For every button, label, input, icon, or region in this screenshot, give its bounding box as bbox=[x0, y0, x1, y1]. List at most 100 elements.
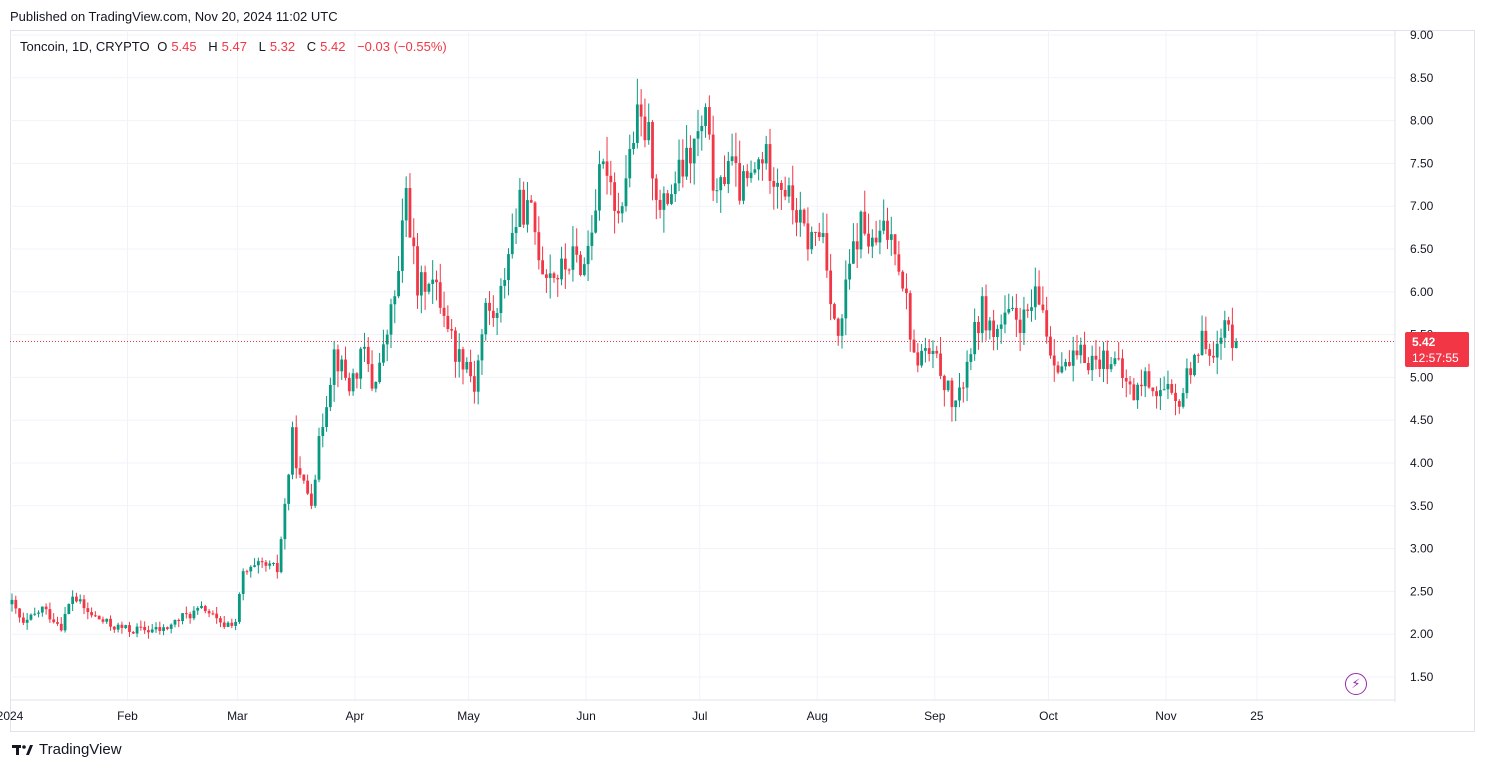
candle-body bbox=[1155, 391, 1158, 397]
candle-body bbox=[1200, 330, 1204, 355]
candle-body bbox=[859, 211, 863, 250]
lightning-icon[interactable]: ⚡ bbox=[1345, 673, 1367, 695]
candle-body bbox=[647, 122, 651, 141]
candle-body bbox=[798, 209, 802, 223]
candle-body bbox=[317, 436, 321, 480]
candle-body bbox=[336, 349, 340, 372]
y-tick-label: 3.00 bbox=[1410, 542, 1434, 556]
time-axis: 2024 Feb Mar Apr May Jun Jul Aug Sep Oct Nov 25 bbox=[0, 699, 1395, 723]
y-tick-label: 8.50 bbox=[1410, 71, 1434, 85]
y-tick-label: 1.50 bbox=[1410, 670, 1434, 684]
candle-body bbox=[112, 626, 116, 630]
candle-body bbox=[1215, 343, 1219, 358]
candle-body bbox=[154, 627, 158, 630]
candle-body bbox=[715, 190, 719, 192]
candle-body bbox=[272, 562, 275, 564]
candle-body bbox=[78, 599, 82, 602]
candle-body bbox=[617, 210, 620, 214]
x-tick-label: Feb bbox=[117, 709, 138, 723]
candle-body bbox=[999, 324, 1003, 329]
candle-body bbox=[723, 177, 726, 185]
candle-body bbox=[484, 302, 488, 335]
candle-body bbox=[1181, 393, 1185, 407]
candle-body bbox=[139, 626, 143, 628]
candle-body bbox=[416, 246, 419, 296]
candle-body bbox=[253, 565, 256, 567]
candle-body bbox=[192, 610, 196, 619]
candle-body bbox=[1109, 364, 1113, 370]
bar-countdown: 12:57:55 bbox=[1412, 351, 1459, 365]
candle-body bbox=[863, 211, 867, 234]
candle-body bbox=[696, 131, 700, 139]
candle-body bbox=[927, 348, 931, 354]
candle-body bbox=[685, 147, 689, 177]
candle-body bbox=[393, 296, 397, 305]
candle-body bbox=[795, 210, 798, 223]
candle-body bbox=[734, 156, 738, 164]
y-tick-label: 9.00 bbox=[1410, 28, 1434, 42]
candle-body bbox=[1075, 350, 1079, 356]
candle-body bbox=[749, 172, 753, 179]
tradingview-logo[interactable]: TradingView bbox=[12, 741, 122, 758]
candle-body bbox=[1090, 355, 1094, 371]
candle-body bbox=[56, 622, 59, 624]
candle-body bbox=[359, 348, 363, 379]
candle-body bbox=[1223, 320, 1227, 338]
candle-body bbox=[594, 210, 598, 233]
candle-body bbox=[874, 237, 878, 243]
candle-body bbox=[1177, 401, 1181, 407]
candle-body bbox=[1056, 365, 1060, 373]
candle-body bbox=[116, 624, 120, 630]
candle-body bbox=[63, 613, 67, 631]
candle-body bbox=[666, 193, 670, 204]
candle-body bbox=[639, 104, 643, 117]
candle-body bbox=[560, 258, 563, 280]
candle-body bbox=[203, 606, 207, 612]
candle-body bbox=[184, 613, 188, 615]
candle-body bbox=[1030, 307, 1033, 311]
candle-body bbox=[131, 631, 135, 634]
candle-body bbox=[1071, 350, 1075, 366]
candle-body bbox=[1147, 371, 1151, 388]
candle-body bbox=[332, 349, 336, 385]
candle-body bbox=[196, 607, 200, 611]
candle-body bbox=[707, 107, 711, 135]
candle-body bbox=[776, 182, 779, 187]
candle-body bbox=[886, 220, 889, 240]
candle-body bbox=[366, 346, 370, 365]
legend-close: C 5.42 bbox=[306, 39, 346, 54]
x-tick-label: Apr bbox=[346, 709, 365, 723]
candle-body bbox=[605, 161, 609, 176]
candle-body bbox=[260, 561, 264, 563]
chart-frame[interactable] bbox=[10, 30, 1475, 732]
candle-body bbox=[275, 562, 279, 573]
candle-body bbox=[1166, 383, 1170, 390]
candle-body bbox=[719, 177, 723, 191]
candle-body bbox=[548, 273, 552, 278]
candle-body bbox=[529, 200, 533, 203]
candle-body bbox=[643, 116, 647, 141]
candle-body bbox=[291, 427, 294, 475]
candle-body bbox=[1086, 363, 1090, 371]
candle-body bbox=[935, 350, 939, 354]
candle-body bbox=[1068, 362, 1071, 366]
candle-body bbox=[241, 571, 245, 595]
candle-body bbox=[541, 260, 544, 275]
candle-body bbox=[533, 202, 537, 233]
candle-body bbox=[370, 364, 374, 389]
candle-body bbox=[738, 163, 742, 201]
x-tick-label: Jun bbox=[576, 709, 595, 723]
candle-body bbox=[1018, 319, 1022, 334]
candle-body bbox=[1230, 324, 1234, 348]
candle-body bbox=[461, 349, 465, 370]
candle-body bbox=[1136, 384, 1140, 401]
candle-body bbox=[730, 156, 734, 162]
candle-body bbox=[590, 232, 594, 246]
candle-body bbox=[10, 599, 14, 605]
candle-body bbox=[347, 377, 351, 392]
candle-body bbox=[143, 626, 147, 631]
candle-body bbox=[499, 285, 503, 314]
candle-body bbox=[745, 171, 749, 179]
candle-body bbox=[344, 359, 347, 378]
